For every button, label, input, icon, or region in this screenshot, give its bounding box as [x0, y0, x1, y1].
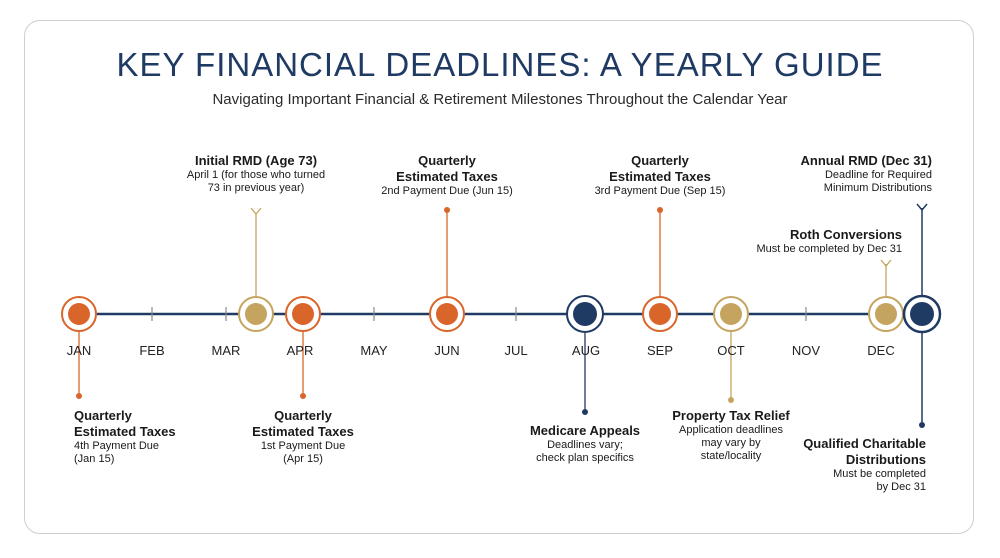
event-sep: Quarterly Estimated Taxes 3rd Payment Du…: [585, 153, 735, 198]
event-apr-line-2: (Apr 15): [283, 453, 323, 465]
event-mar-line-2: 73 in previous year): [207, 182, 305, 194]
month-label-dec: DEC: [867, 343, 895, 358]
aug-connector: [582, 332, 588, 415]
event-dec-qcd-line-1: Must be completed: [833, 468, 926, 480]
marker-sep: [642, 296, 678, 332]
month-label-aug: AUG: [571, 343, 601, 358]
mar-connector: [250, 207, 262, 298]
event-aug-line-1: Deadlines vary;: [547, 439, 623, 451]
event-jan: Quarterly Estimated Taxes 4th Payment Du…: [74, 408, 214, 466]
apr-connector: [300, 330, 306, 399]
dec-roth-connector: [880, 259, 892, 298]
oct-connector: [728, 330, 734, 403]
page-subtitle: Navigating Important Financial & Retirem…: [212, 91, 788, 108]
event-oct: Property Tax Relief Application deadline…: [661, 408, 801, 463]
jun-connector: [444, 207, 450, 298]
marker-oct: [713, 296, 749, 332]
marker-dec-end: [902, 294, 942, 334]
event-jun: Quarterly Estimated Taxes 2nd Payment Du…: [372, 153, 522, 198]
event-jan-line-2: (Jan 15): [74, 453, 115, 465]
event-dec-rmd-title-1: Annual RMD (Dec 31): [800, 153, 932, 168]
event-jun-title-2: Estimated Taxes: [396, 169, 498, 184]
event-dec-rmd: Annual RMD (Dec 31) Deadline for Require…: [772, 153, 932, 195]
month-label-mar: MAR: [211, 343, 241, 358]
month-label-jan: JAN: [66, 343, 92, 358]
marker-jun: [429, 296, 465, 332]
event-jan-title-1: Quarterly: [74, 408, 132, 423]
event-jan-line-1: 4th Payment Due: [74, 440, 159, 452]
event-dec-qcd-title-2: Distributions: [845, 452, 926, 467]
event-sep-title-1: Quarterly: [631, 153, 689, 168]
marker-mar: [238, 296, 274, 332]
jan-connector: [76, 330, 82, 399]
event-dec-rmd-line-2: Minimum Distributions: [823, 182, 932, 194]
month-label-jun: JUN: [434, 343, 460, 358]
event-jun-line-1: 2nd Payment Due (Jun 15): [381, 185, 513, 197]
event-apr-line-1: 1st Payment Due: [260, 440, 346, 452]
event-mar: Initial RMD (Age 73) April 1 (for those …: [176, 153, 336, 195]
event-mar-title-1: Initial RMD (Age 73): [194, 153, 318, 168]
event-dec-qcd-line-2: by Dec 31: [876, 481, 926, 493]
event-apr-title-1: Quarterly: [274, 408, 332, 423]
event-dec-qcd: Qualified Charitable Distributions Must …: [766, 436, 926, 494]
event-aug-title-1: Medicare Appeals: [529, 423, 641, 438]
event-dec-roth-title-1: Roth Conversions: [790, 227, 902, 242]
guide-card: [24, 20, 974, 534]
month-label-may: MAY: [360, 343, 388, 358]
month-label-nov: NOV: [791, 343, 821, 358]
event-apr-title-2: Estimated Taxes: [252, 424, 354, 439]
event-apr: Quarterly Estimated Taxes 1st Payment Du…: [238, 408, 368, 466]
marker-dec-roth: [868, 296, 904, 332]
event-jan-title-2: Estimated Taxes: [74, 424, 176, 439]
month-label-apr: APR: [286, 343, 314, 358]
event-dec-roth: Roth Conversions Must be completed by De…: [742, 227, 902, 256]
event-dec-rmd-line-1: Deadline for Required: [824, 169, 932, 181]
event-mar-line-1: April 1 (for those who turned: [186, 169, 326, 181]
marker-jan: [61, 296, 97, 332]
month-label-feb: FEB: [139, 343, 165, 358]
event-oct-line-3: state/locality: [700, 450, 762, 462]
event-dec-roth-line-1: Must be completed by Dec 31: [756, 243, 902, 255]
event-aug-line-2: check plan specifics: [536, 452, 634, 464]
event-dec-qcd-title-1: Qualified Charitable: [803, 436, 926, 451]
month-label-oct: OCT: [717, 343, 745, 358]
month-label-sep: SEP: [646, 343, 673, 358]
sep-connector: [657, 207, 663, 298]
page-title: KEY FINANCIAL DEADLINES: A YEARLY GUIDE: [116, 46, 884, 83]
month-ticks: [151, 307, 807, 321]
marker-apr: [285, 296, 321, 332]
event-oct-title-1: Property Tax Relief: [672, 408, 790, 423]
event-sep-line-1: 3rd Payment Due (Sep 15): [594, 185, 726, 197]
dec-rmd-connector: [916, 203, 928, 296]
month-label-jul: JUL: [504, 343, 528, 358]
event-sep-title-2: Estimated Taxes: [609, 169, 711, 184]
event-jun-title-1: Quarterly: [418, 153, 476, 168]
dec-qcd-connector: [919, 332, 925, 428]
event-aug: Medicare Appeals Deadlines vary; check p…: [515, 423, 655, 465]
marker-aug: [566, 295, 604, 333]
event-oct-line-1: Application deadlines: [679, 424, 783, 436]
event-oct-line-2: may vary by: [701, 437, 761, 449]
